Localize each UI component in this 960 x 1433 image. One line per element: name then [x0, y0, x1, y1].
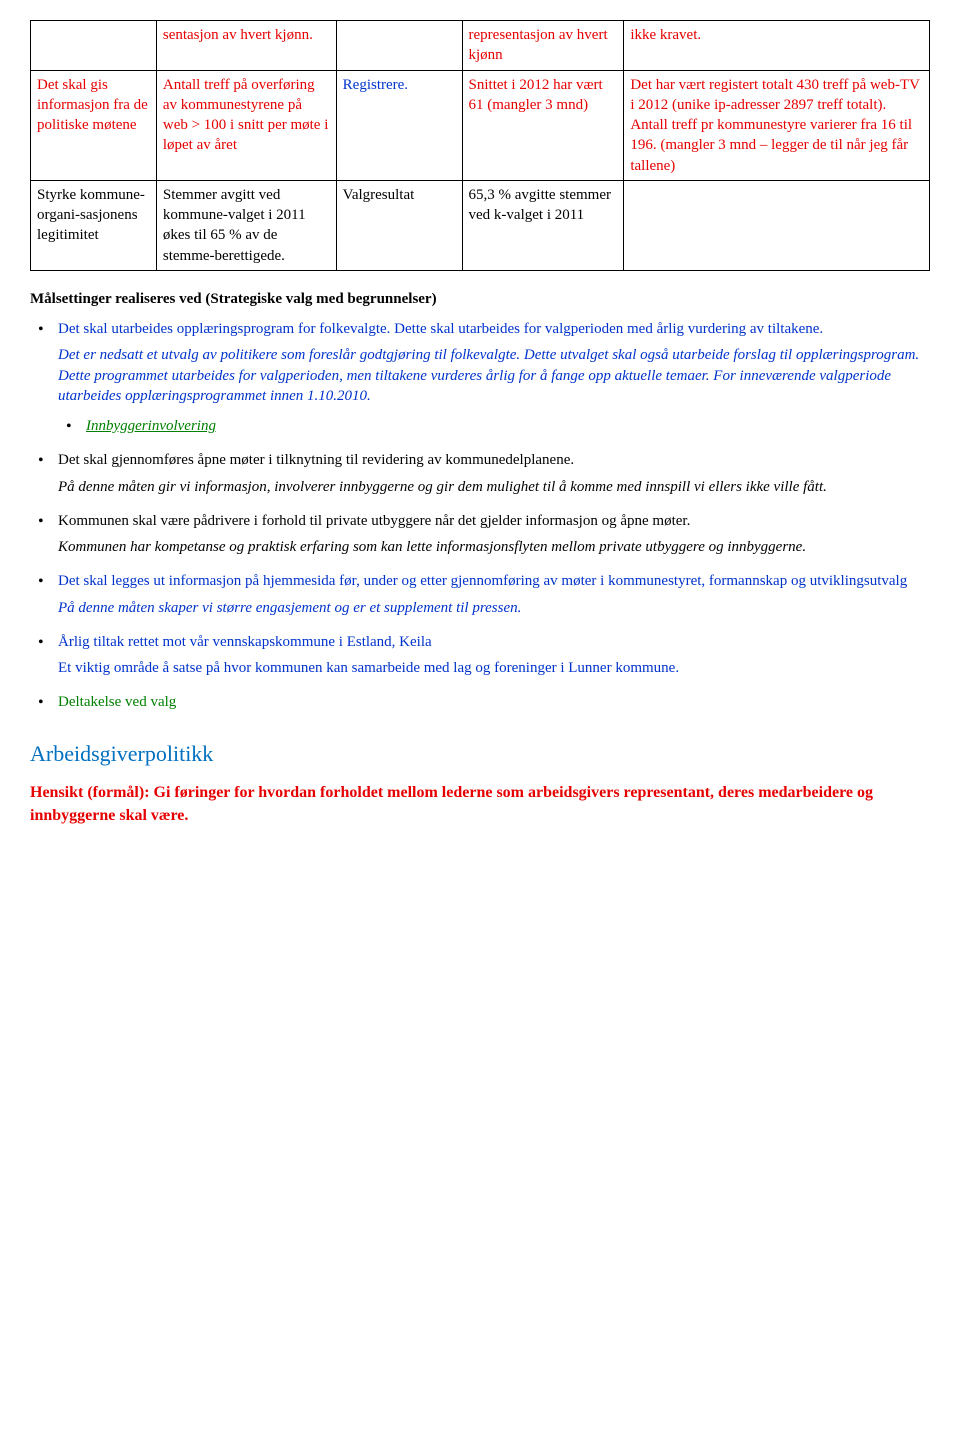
bullets-list: Det skal utarbeides opplæringsprogram fo… [30, 319, 930, 713]
bullet-item: Årlig tiltak rettet mot vår vennskapskom… [30, 632, 930, 679]
bullet-item: Det skal legges ut informasjon på hjemme… [30, 571, 930, 618]
table-cell: Antall treff på overføring av kommunesty… [156, 70, 336, 180]
table-cell: ikke kravet. [624, 21, 930, 71]
table-cell: Registrere. [336, 70, 462, 180]
table-cell: Valgresultat [336, 180, 462, 270]
table-cell: Stemmer avgitt ved kommune-valget i 2011… [156, 180, 336, 270]
bullet-item: Det skal gjennomføres åpne møter i tilkn… [30, 450, 930, 497]
table-row: Det skal gis informasjon fra de politisk… [31, 70, 930, 180]
bullet-main: Årlig tiltak rettet mot vår vennskapskom… [58, 632, 930, 652]
bullet-item: Deltakelse ved valg [30, 692, 930, 712]
table-cell [336, 21, 462, 71]
data-table: sentasjon av hvert kjønn. representasjon … [30, 20, 930, 271]
bullet-main: Det skal utarbeides opplæringsprogram fo… [58, 319, 930, 339]
bullet-sub: Kommunen har kompetanse og praktisk erfa… [58, 537, 930, 557]
table-cell: Snittet i 2012 har vært 61 (mangler 3 mn… [462, 70, 624, 180]
bullet-main: Det skal legges ut informasjon på hjemme… [58, 571, 930, 591]
table-cell [624, 180, 930, 270]
bullet-main: Deltakelse ved valg [58, 692, 930, 712]
bullet-extra: Innbyggerinvolvering [86, 418, 216, 434]
table-row: sentasjon av hvert kjønn. representasjon … [31, 21, 930, 71]
table-cell: 65,3 % avgitte stemmer ved k-valget i 20… [462, 180, 624, 270]
table-cell: Styrke kommune-organi-sasjonens legitimi… [31, 180, 157, 270]
bullet-item: Innbyggerinvolvering [58, 416, 930, 436]
bullet-main: Kommunen skal være pådrivere i forhold t… [58, 511, 930, 531]
arbeidsgiver-heading: Arbeidsgiverpolitikk [30, 739, 930, 769]
bullet-item: Det skal utarbeides opplæringsprogram fo… [30, 319, 930, 436]
hensikt-text: Hensikt (formål): Gi føringer for hvorda… [30, 782, 930, 827]
bullet-sub: På denne måten skaper vi større engasjem… [58, 598, 930, 618]
section-heading: Målsettinger realiseres ved (Strategiske… [30, 289, 930, 309]
table-cell: Det har vært registert totalt 430 treff … [624, 70, 930, 180]
table-cell: representasjon av hvert kjønn [462, 21, 624, 71]
bullet-main: Det skal gjennomføres åpne møter i tilkn… [58, 450, 930, 470]
table-cell [31, 21, 157, 71]
table-cell: Det skal gis informasjon fra de politisk… [31, 70, 157, 180]
bullet-item: Kommunen skal være pådrivere i forhold t… [30, 511, 930, 558]
bullet-sub: På denne måten gir vi informasjon, invol… [58, 477, 930, 497]
bullet-sub: Det er nedsatt et utvalg av politikere s… [58, 345, 930, 406]
bullet-sub: Et viktig område å satse på hvor kommune… [58, 658, 930, 678]
table-row: Styrke kommune-organi-sasjonens legitimi… [31, 180, 930, 270]
table-cell: sentasjon av hvert kjønn. [156, 21, 336, 71]
